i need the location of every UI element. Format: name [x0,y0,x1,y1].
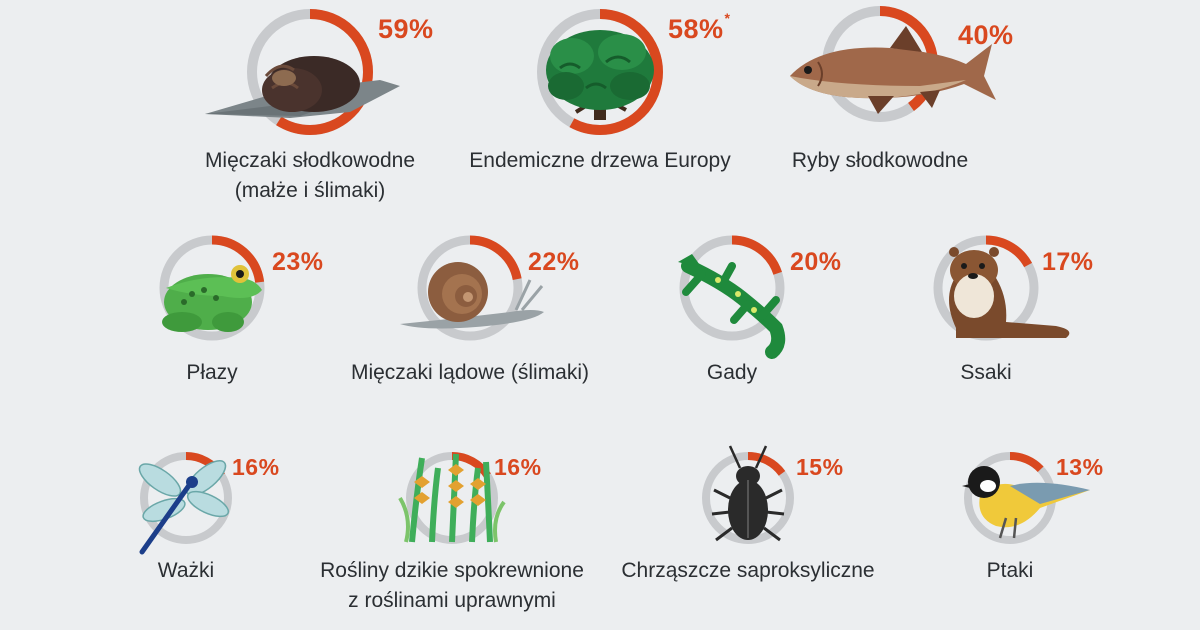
donut-ring [933,235,1070,341]
donut-ring [400,235,544,341]
category-label: Mięczaki słodkowodne (małże i ślimaki) [130,146,490,206]
fish-icon [790,26,996,114]
freshwater-mussel-icon [205,56,400,118]
value-label: 23% [272,248,324,276]
ring-value-arc [406,452,498,544]
donut-ring [702,445,794,544]
bird-icon [962,466,1090,539]
category-label-line: Rośliny dzikie spokrewnione [320,559,584,582]
category-label-line: Mięczaki lądowe (ślimaki) [350,361,590,384]
donut-ring [398,452,506,544]
ring-value-arc [247,9,373,135]
ring-value-arc [537,9,663,135]
ring-value-arc [417,235,523,341]
category-label: Ssaki [806,358,1166,388]
category-label-line: z roślinami uprawnymi [348,589,556,612]
category-label: Ryby słodkowodne [700,146,1060,176]
category-label: Ważki [6,556,366,586]
category-label-line: Ryby słodkowodne [791,149,969,172]
category-label: Rośliny dzikie spokrewnione z roślinami u… [272,556,632,616]
tree-icon [546,30,654,120]
category-label: Mięczaki lądowe (ślimaki) [290,358,650,388]
donut-ring [790,6,996,122]
value-label: 16% [232,454,280,480]
donut-ring [678,235,786,359]
ring-value-arc [702,452,794,544]
value-label: 59% [378,14,434,44]
donut-ring [962,452,1090,544]
ring-value-arc [964,452,1056,544]
value-label: 22% [528,248,580,276]
category-label-line: Ważki [157,559,215,582]
category-label: Ptaki [830,556,1190,586]
frog-icon [162,265,262,332]
category-label-line: Endemiczne drzewa Europy [469,149,731,172]
donut-ring [205,9,400,135]
category-label-line: Mięczaki słodkowodne [204,149,416,172]
category-label-line: Ptaki [986,559,1034,582]
ring-value-arc [159,235,265,341]
footnote-mark: * [724,10,731,26]
value-label: 15% [796,454,844,480]
category-label-line: Gady [706,361,758,384]
value-label: 40% [958,20,1014,50]
ring-value-arc [933,235,1039,341]
category-label-line: Płazy [186,361,238,384]
lizard-icon [678,254,786,359]
category-label: Gady [552,358,912,388]
category-label-line: Ssaki [960,361,1012,384]
donut-ring [138,452,232,555]
ring-value-arc [140,452,232,544]
category-label: Chrząszcze saproksyliczne [568,556,928,586]
category-label: Płazy [32,358,392,388]
category-label-line: Chrząszcze saproksyliczne [621,559,875,582]
dragonfly-icon [138,460,230,555]
ring-value-arc [679,235,785,341]
value-label: 58%* [668,10,731,44]
donut-ring [159,235,265,341]
value-label: 16% [494,454,542,480]
value-label: 17% [1042,248,1094,276]
value-label: 20% [790,248,842,276]
wild-plants-icon [398,453,506,543]
donut-ring [537,9,663,135]
value-label: 13% [1056,454,1104,480]
beetle-icon [711,445,785,542]
category-label-line: (małże i ślimaki) [234,179,386,202]
category-label: Endemiczne drzewa Europy [420,146,780,176]
snail-icon [400,262,544,329]
otter-icon [949,247,1070,338]
